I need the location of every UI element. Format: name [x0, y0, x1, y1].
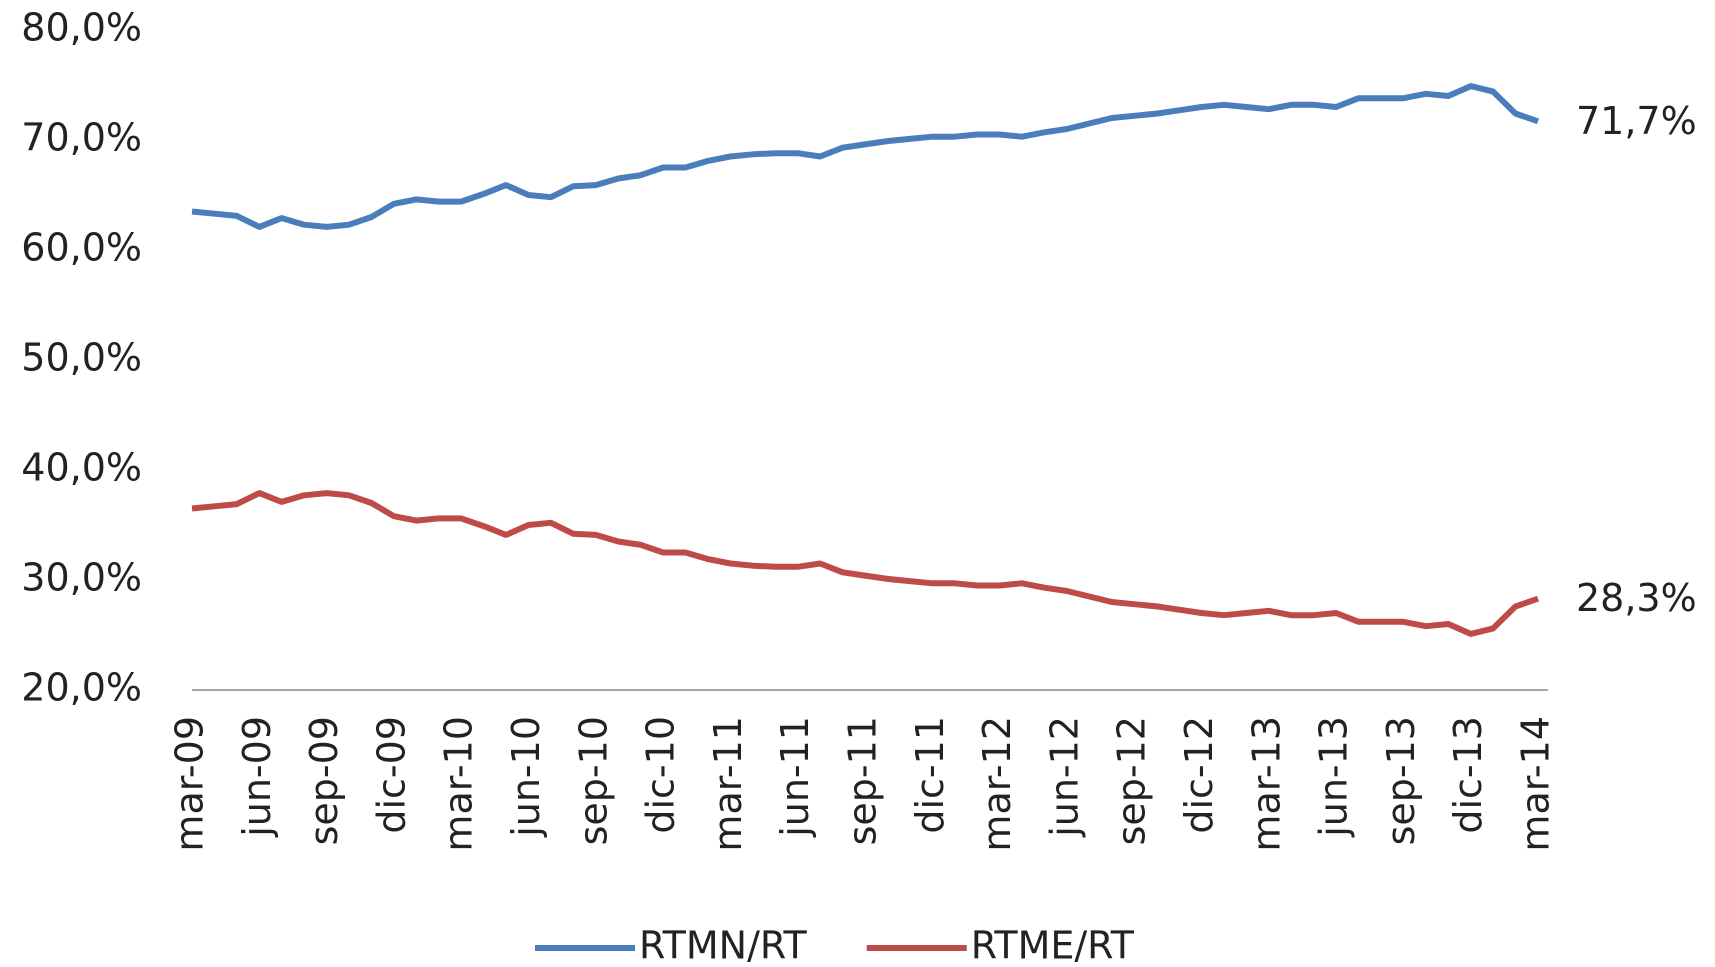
x-tick-label: jun-09 — [235, 716, 279, 838]
y-tick-label: 80,0% — [21, 6, 142, 50]
x-tick-label: sep-10 — [571, 716, 615, 845]
y-tick-label: 30,0% — [21, 556, 142, 600]
data-label: 71,7% — [1576, 99, 1697, 143]
x-tick-label: sep-09 — [302, 716, 346, 845]
x-tick-label: sep-12 — [1110, 716, 1154, 845]
x-tick-label: mar-14 — [1514, 716, 1558, 852]
data-label: 28,3% — [1576, 576, 1697, 620]
x-tick-label: jun-13 — [1312, 716, 1356, 838]
y-tick-label: 60,0% — [21, 226, 142, 270]
legend-label: RTMN/RT — [639, 924, 808, 967]
series-line — [191, 83, 1539, 230]
series-line — [191, 490, 1539, 637]
x-tick-label: dic-13 — [1446, 716, 1490, 834]
x-tick-label: mar-11 — [706, 716, 750, 852]
x-tick-label: jun-10 — [504, 716, 548, 838]
y-tick-label: 40,0% — [21, 446, 142, 490]
x-tick-label: dic-12 — [1177, 716, 1221, 834]
x-tick-label: mar-10 — [437, 716, 481, 852]
y-tick-label: 70,0% — [21, 116, 142, 160]
x-tick-label: sep-11 — [841, 716, 885, 845]
x-tick-label: mar-12 — [975, 716, 1019, 852]
x-tick-label: dic-10 — [639, 716, 683, 834]
x-tick-label: mar-09 — [168, 716, 212, 852]
x-tick-label: dic-11 — [908, 716, 952, 834]
y-tick-label: 20,0% — [21, 666, 142, 710]
x-tick-label: jun-11 — [773, 716, 817, 838]
x-tick-label: jun-12 — [1042, 716, 1086, 838]
x-tick-label: dic-09 — [369, 716, 413, 834]
legend-label: RTME/RT — [971, 924, 1135, 967]
y-tick-label: 50,0% — [21, 336, 142, 380]
x-tick-label: mar-13 — [1244, 716, 1288, 852]
x-tick-label: sep-13 — [1379, 716, 1423, 845]
